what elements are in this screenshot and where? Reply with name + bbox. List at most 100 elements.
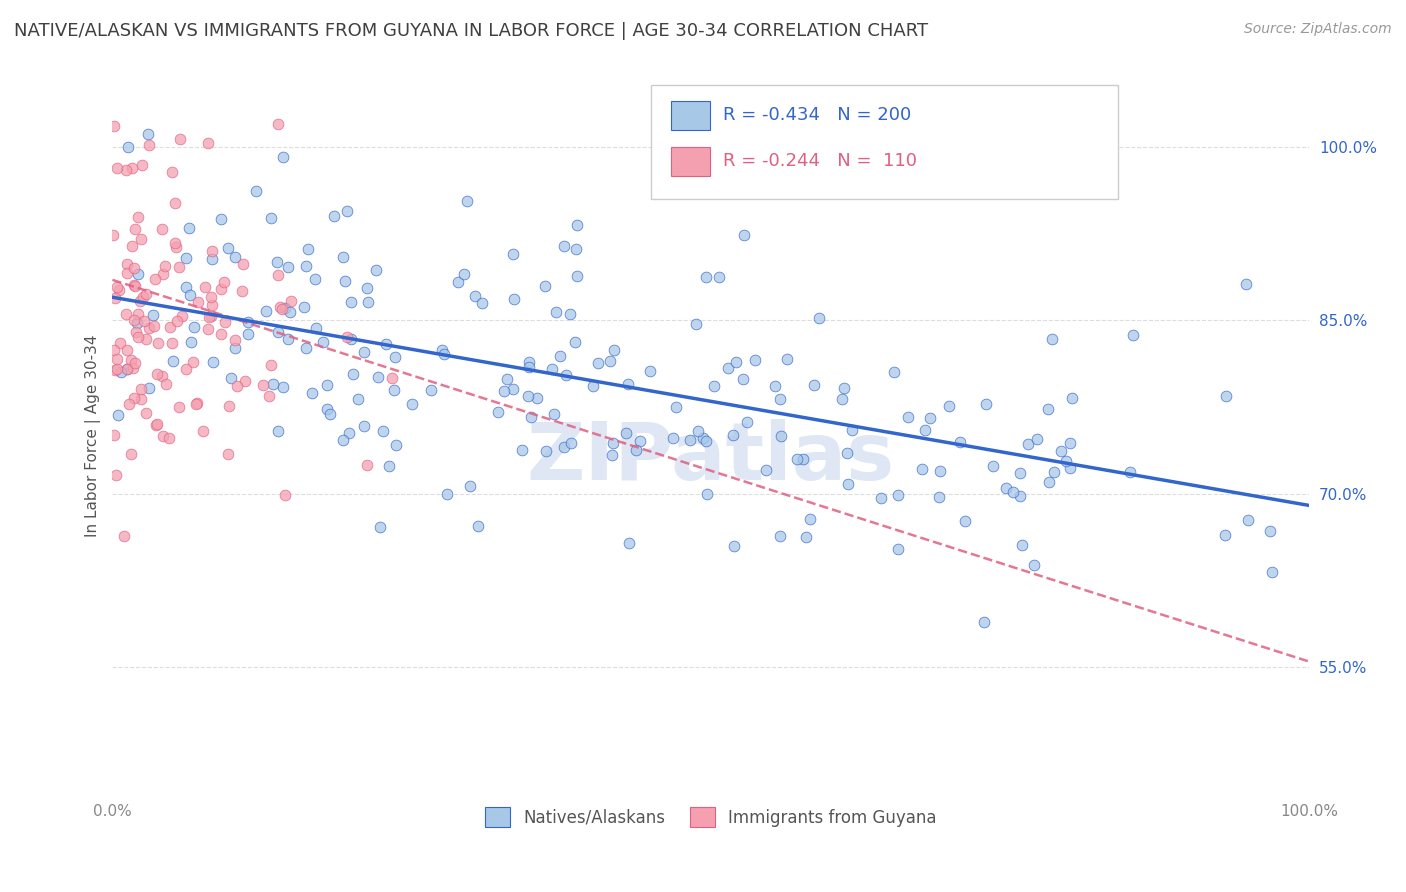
Point xyxy=(560,436,582,450)
Point xyxy=(567,269,589,284)
Point xyxy=(887,542,910,557)
Point xyxy=(218,399,240,413)
Point xyxy=(1258,524,1281,539)
Point xyxy=(1010,489,1032,503)
Point xyxy=(471,296,494,310)
Point xyxy=(1038,475,1060,489)
Point xyxy=(553,238,575,252)
Point xyxy=(1122,328,1144,343)
Point xyxy=(332,250,354,264)
Point xyxy=(274,301,297,315)
Point xyxy=(143,271,166,285)
Point xyxy=(134,314,156,328)
Point xyxy=(152,267,174,281)
Point xyxy=(526,391,548,405)
Point xyxy=(224,251,246,265)
Point xyxy=(138,321,160,335)
Point xyxy=(516,388,538,402)
Point xyxy=(517,355,540,369)
Bar xyxy=(671,147,710,176)
Point xyxy=(295,341,318,355)
Point xyxy=(115,266,138,280)
Point xyxy=(336,330,359,344)
Point xyxy=(224,341,246,355)
Point xyxy=(146,335,169,350)
Point xyxy=(214,315,236,329)
Point xyxy=(1022,558,1045,573)
Point xyxy=(232,257,254,271)
Point xyxy=(723,539,745,553)
Point xyxy=(495,372,517,386)
Point xyxy=(586,356,609,370)
Point xyxy=(274,487,297,501)
Text: R = -0.244   N =  110: R = -0.244 N = 110 xyxy=(723,152,917,169)
Point xyxy=(174,251,197,265)
Point xyxy=(252,377,274,392)
Point xyxy=(267,117,290,131)
Point xyxy=(124,279,146,293)
Point xyxy=(170,309,193,323)
Point xyxy=(160,164,183,178)
Point xyxy=(121,239,143,253)
Point xyxy=(886,488,908,502)
Point xyxy=(724,354,747,368)
Point xyxy=(342,368,364,382)
Point xyxy=(225,379,247,393)
Point xyxy=(1040,332,1063,346)
Point xyxy=(543,407,565,421)
Point xyxy=(995,481,1018,495)
Point xyxy=(353,344,375,359)
Point xyxy=(105,161,128,176)
Point xyxy=(132,290,155,304)
Point xyxy=(114,528,136,542)
Point xyxy=(769,392,792,406)
Point xyxy=(353,418,375,433)
Point xyxy=(638,364,661,378)
Point xyxy=(267,424,290,438)
Point xyxy=(209,326,232,341)
Point xyxy=(953,514,976,528)
Point xyxy=(104,363,127,377)
Point xyxy=(127,307,149,321)
Point xyxy=(180,334,202,349)
Point xyxy=(129,392,152,406)
Point xyxy=(260,358,283,372)
Point xyxy=(238,315,260,329)
Point xyxy=(494,384,516,398)
Point xyxy=(464,289,486,303)
Point xyxy=(117,257,139,271)
Point xyxy=(1059,436,1081,450)
Point xyxy=(142,308,165,322)
Point xyxy=(792,451,814,466)
Point xyxy=(332,433,354,447)
Point xyxy=(155,377,177,392)
Point xyxy=(107,408,129,422)
Point xyxy=(305,321,328,335)
Point xyxy=(382,384,405,398)
Point xyxy=(685,317,707,331)
Point xyxy=(152,428,174,442)
Point xyxy=(983,459,1005,474)
Point xyxy=(201,244,224,258)
Point xyxy=(277,260,299,274)
Y-axis label: In Labor Force | Age 30-34: In Labor Force | Age 30-34 xyxy=(86,334,101,537)
Point xyxy=(357,294,380,309)
Point xyxy=(150,369,173,384)
Point xyxy=(763,379,786,393)
Point xyxy=(831,392,853,407)
Point xyxy=(555,368,578,383)
Point xyxy=(108,336,131,351)
Point xyxy=(105,280,128,294)
Point xyxy=(262,377,284,392)
Point xyxy=(110,365,132,379)
Point xyxy=(197,136,219,151)
Point xyxy=(124,278,146,293)
Point xyxy=(294,259,316,273)
Point xyxy=(835,445,858,459)
Point xyxy=(776,351,799,366)
Point xyxy=(121,161,143,175)
Legend: Natives/Alaskans, Immigrants from Guyana: Natives/Alaskans, Immigrants from Guyana xyxy=(478,800,943,834)
Point xyxy=(201,252,224,267)
Point xyxy=(118,397,141,411)
Point xyxy=(114,163,136,178)
